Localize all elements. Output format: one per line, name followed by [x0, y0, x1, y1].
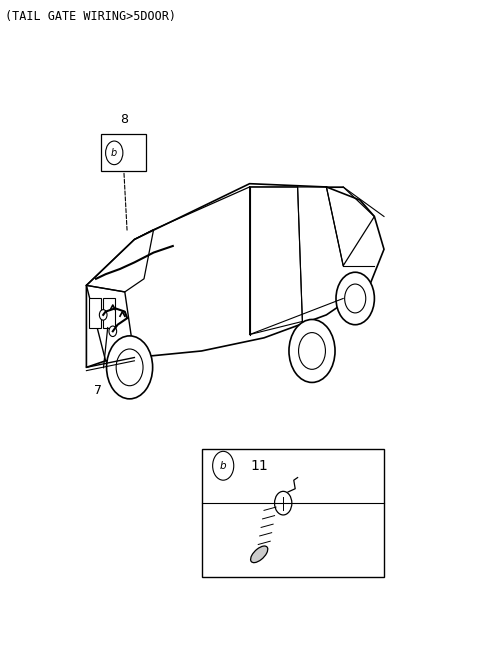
Circle shape [213, 451, 234, 480]
Circle shape [99, 310, 107, 320]
FancyBboxPatch shape [101, 134, 146, 171]
Circle shape [275, 491, 292, 515]
Circle shape [116, 349, 143, 386]
Text: 8: 8 [120, 113, 128, 126]
Text: b: b [220, 461, 227, 471]
Bar [202, 449, 384, 577]
Circle shape [109, 326, 117, 337]
Text: 11: 11 [251, 459, 268, 473]
Circle shape [336, 272, 374, 325]
Text: b: b [111, 148, 118, 158]
Circle shape [289, 319, 335, 382]
Ellipse shape [251, 546, 268, 563]
Circle shape [106, 141, 123, 165]
Circle shape [299, 333, 325, 369]
Circle shape [107, 336, 153, 399]
Circle shape [345, 284, 366, 313]
Bar [89, 298, 101, 328]
Text: (TAIL GATE WIRING>5DOOR): (TAIL GATE WIRING>5DOOR) [5, 10, 176, 23]
Bar [103, 298, 115, 328]
Text: 7: 7 [95, 384, 102, 397]
